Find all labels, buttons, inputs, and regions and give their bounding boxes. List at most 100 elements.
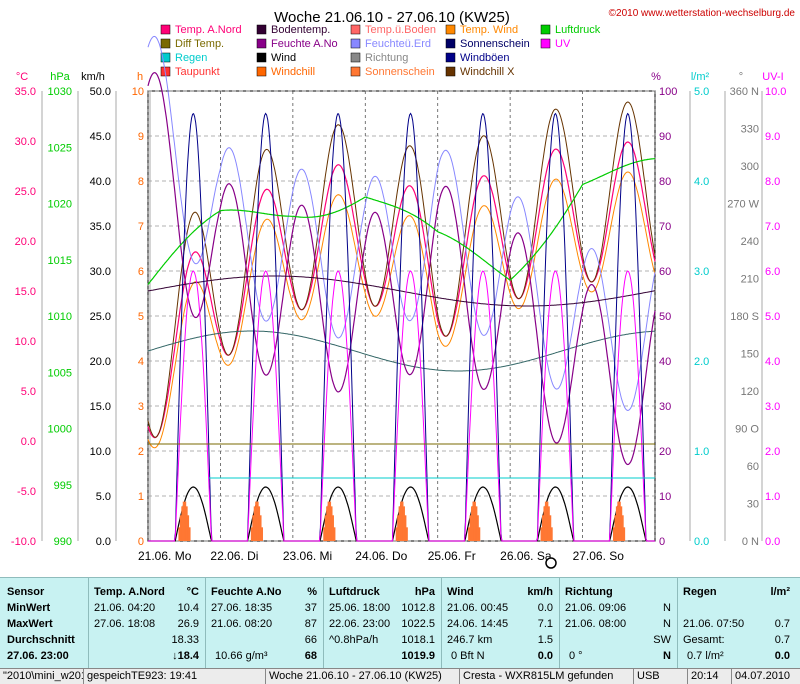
pressure-current-value: 1019.9 — [401, 650, 435, 662]
direction-current-value: N — [663, 650, 671, 662]
status-device: Cresta - WXR815LM gefunden — [460, 669, 634, 684]
kmh-tick: 15.0 — [90, 401, 111, 413]
legend-swatch — [256, 52, 267, 63]
pressure-header: Luftdruck — [329, 586, 380, 598]
temp-column: Temp. A.Nord °C 21.06. 04:20 10.4 27.06.… — [88, 578, 206, 669]
deg-tick: 330 — [741, 124, 759, 136]
avg-label: Durchschnitt — [7, 634, 75, 646]
legend-swatch — [445, 38, 456, 49]
legend-swatch — [445, 24, 456, 35]
day-label: 21.06. Mo — [138, 549, 192, 563]
sunshine-bar — [402, 506, 405, 541]
h-tick: 4 — [138, 356, 144, 368]
temp-tick: -5.0 — [17, 486, 36, 498]
sunshine-bar — [542, 515, 545, 541]
sunshine-bar — [547, 506, 550, 541]
pct-tick: 10 — [659, 491, 671, 503]
legend-label: Wind — [271, 52, 296, 64]
pct-tick: 0 — [659, 536, 665, 548]
temp-current-value: ↓18.4 — [172, 650, 199, 662]
legend-swatch — [350, 66, 361, 77]
legend-label: Windchill X — [460, 66, 515, 78]
sunshine-bar — [333, 527, 336, 541]
temp-min-time: 21.06. 04:20 — [94, 602, 156, 614]
direction-column: Richtung 21.06. 09:06 N 21.06. 08:00 N S… — [559, 578, 678, 669]
wind-max-time: 24.06. 14:45 — [447, 618, 509, 630]
kmh-tick: 40.0 — [90, 176, 111, 188]
cursor-marker[interactable] — [545, 557, 557, 569]
deg-tick: 210 — [741, 274, 759, 286]
legend-label: Luftdruck — [555, 24, 601, 36]
series-windchill-x — [147, 101, 656, 438]
deg-tick: 360 N — [730, 86, 759, 98]
hpa-tick: 995 — [54, 480, 72, 492]
temp-tick: 35.0 — [15, 86, 36, 98]
hpa-tick: 1020 — [48, 199, 72, 211]
day-label: 25.06. Fr — [428, 549, 476, 563]
status-saved: gespeichTE923: 19:41 — [84, 669, 266, 684]
sunshine-bar — [259, 515, 262, 541]
deg-tick: 30 — [747, 499, 759, 511]
sunshine-bar — [546, 501, 549, 541]
humidity-column: Feuchte A.No % 27.06. 18:35 37 21.06. 08… — [205, 578, 324, 669]
lm2-tick: 5.0 — [694, 86, 709, 98]
lm2-tick: 1.0 — [694, 446, 709, 458]
min-label: MinWert — [7, 602, 51, 614]
wind-min-value: 0.0 — [537, 602, 553, 614]
pressure-min-time: 25.06. 18:00 — [329, 602, 391, 614]
hpa-tick: 1015 — [48, 255, 72, 267]
h-tick: 0 — [138, 536, 144, 548]
sunshine-bar — [397, 515, 400, 541]
humidity-unit: % — [307, 586, 317, 598]
temp-max-time: 27.06. 18:08 — [94, 618, 156, 630]
sunshine-bar — [260, 527, 263, 541]
series-taupunkt — [147, 330, 656, 372]
sunshine-bar — [469, 515, 472, 541]
pressure-min-value: 1012.8 — [401, 602, 435, 614]
legend-label: Bodentemp. — [271, 24, 330, 36]
temp-tick: 20.0 — [15, 236, 36, 248]
legend-label: Windchill — [271, 66, 315, 78]
legend-label: Windböen — [460, 52, 510, 64]
pct-tick: 100 — [659, 86, 677, 98]
lm2-tick: 4.0 — [694, 176, 709, 188]
sunshine-bar — [185, 506, 188, 541]
sunshine-bar — [623, 527, 626, 541]
series-pressure — [147, 158, 655, 285]
sunshine-bar — [473, 501, 476, 541]
legend-swatch — [160, 52, 171, 63]
series-feuchte-erd — [147, 35, 656, 412]
rain-unit: l/m² — [770, 586, 790, 598]
h-tick: 6 — [138, 266, 144, 278]
uv-tick: 0.0 — [765, 536, 780, 548]
unit-uv: UV-I — [762, 71, 783, 83]
wind-avg-value: 1.5 — [537, 634, 553, 646]
sunshine-bar — [179, 515, 182, 541]
sunshine-bar — [255, 501, 258, 541]
lm2-tick: 2.0 — [694, 356, 709, 368]
hpa-tick: 1000 — [48, 424, 72, 436]
uv-tick: 5.0 — [765, 311, 780, 323]
status-port: USB — [634, 669, 688, 684]
legend-swatch — [350, 52, 361, 63]
uv-tick: 10.0 — [765, 86, 786, 98]
day-label: 27.06. So — [573, 549, 625, 563]
sunshine-bar — [620, 506, 623, 541]
sunshine-bar — [614, 515, 617, 541]
temp-tick: -10.0 — [11, 536, 36, 548]
pct-tick: 40 — [659, 356, 671, 368]
stats-panel: Sensor MinWert MaxWert Durchschnitt 27.0… — [0, 577, 800, 669]
unit-pct: % — [651, 71, 661, 83]
sunshine-bar — [405, 527, 408, 541]
chart-legend: Temp. A.Nord Diff Temp. Regen Taupunkt Boden… — [160, 24, 601, 78]
legend-swatch — [160, 38, 171, 49]
chart-grid — [147, 90, 656, 542]
legend-label: Richtung — [365, 52, 408, 64]
sunshine-bar — [330, 506, 333, 541]
kmh-tick: 30.0 — [90, 266, 111, 278]
wind-header: Wind — [447, 586, 474, 598]
sunshine-bar — [256, 501, 259, 541]
pct-tick: 80 — [659, 176, 671, 188]
kmh-tick: 0.0 — [96, 536, 111, 548]
deg-tick: 120 — [741, 386, 759, 398]
